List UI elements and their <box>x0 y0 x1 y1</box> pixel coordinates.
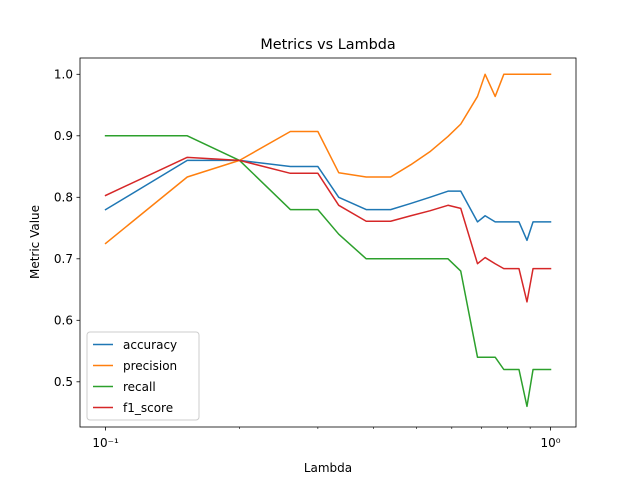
y-tick-label: 0.7 <box>54 252 73 266</box>
y-axis-title: Metric Value <box>28 205 42 279</box>
y-tick-label: 0.8 <box>54 191 73 205</box>
series-line-f1-score <box>104 156 552 303</box>
x-axis-title: Lambda <box>304 461 352 475</box>
chart-title: Metrics vs Lambda <box>260 37 395 53</box>
legend-box <box>86 331 200 421</box>
y-tick-label: 0.6 <box>54 314 73 328</box>
series-line-accuracy <box>104 159 552 242</box>
x-tick-label: 10⁰ <box>540 436 560 450</box>
y-tick-label: 1.0 <box>54 68 73 82</box>
legend-label-precision: precision <box>123 359 177 373</box>
series-line-precision <box>104 73 552 245</box>
series-line-recall <box>104 135 552 408</box>
y-tick-label: 0.9 <box>54 129 73 143</box>
legend: accuracy precision recall f1_score <box>86 331 200 421</box>
x-axis: 10⁻¹ 10⁰ <box>92 427 561 450</box>
plot-area-frame <box>79 57 577 428</box>
y-axis: 0.5 0.6 0.7 0.8 0.9 1.0 <box>54 68 80 389</box>
legend-label-recall: recall <box>123 380 156 394</box>
legend-label-f1-score: f1_score <box>123 401 173 415</box>
y-tick-label: 0.5 <box>54 375 73 389</box>
x-tick-label: 10⁻¹ <box>92 436 119 450</box>
series-layer <box>104 73 552 408</box>
legend-label-accuracy: accuracy <box>123 338 177 352</box>
